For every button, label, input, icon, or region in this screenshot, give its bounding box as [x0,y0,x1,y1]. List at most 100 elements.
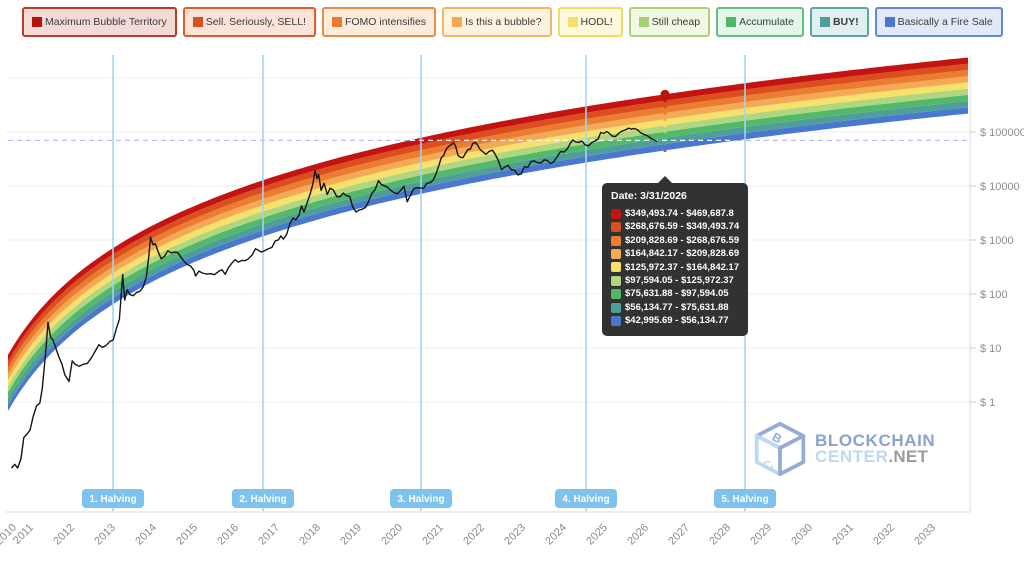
btc-price-line [10,127,658,469]
logo-word-center: CENTER [815,447,889,466]
rainbow-band-7[interactable] [8,63,968,368]
legend-swatch-icon [331,17,342,27]
halving-badge-label: 4. Halving [562,494,609,505]
rainbow-band-1[interactable] [8,101,968,405]
rainbow-band-8[interactable] [8,57,968,362]
logo-word-net: .NET [888,447,929,466]
x-axis-label: 2030 [789,522,815,548]
legend-swatch-icon [192,17,203,27]
legend-swatch-icon [638,17,649,27]
tooltip-row: $209,828.69 - $268,676.59 [611,234,739,247]
hover-band-dot [663,111,667,115]
rainbow-band-5[interactable] [8,76,968,380]
legend-item-fomo-intensifies[interactable]: FOMO intensifies [321,7,437,37]
rainbow-band-2[interactable] [8,94,968,399]
halving-badge-label: 3. Halving [397,494,444,505]
y-axis-label: $ 1 [980,397,995,409]
x-axis-label: 2015 [174,522,200,548]
rainbow-band-4[interactable] [8,82,968,387]
tooltip-row: $349,493.74 - $469,687.8 [611,207,739,220]
tooltip-swatch-icon [611,248,621,259]
tooltip-row: $125,972.37 - $164,842.17 [611,261,739,274]
legend-swatch-icon [32,17,42,27]
x-axis-label: 2023 [502,522,528,548]
x-axis-label: 2032 [871,522,897,548]
hover-band-dot [663,117,667,121]
legend-item-label: Still cheap [651,16,701,28]
tooltip-swatch-icon [611,275,621,286]
tooltip-swatch-icon [611,302,621,313]
hover-band-dot [663,123,667,128]
halving-badge-label: 5. Halving [721,494,768,505]
y-axis-label: $ 10000 [980,181,1020,193]
y-axis-label: $ 10 [980,343,1001,355]
plot-area[interactable] [8,57,968,412]
x-axis-label: 2017 [256,522,282,548]
halving-badge [232,489,294,508]
y-axis-label: $ 1000 [980,235,1014,247]
y-axis-label: $ 100 [980,289,1008,301]
legend-item-label: Accumulate [739,16,794,28]
y-axis-label: $ 100000 [980,127,1024,139]
x-axis-label: 2033 [912,522,938,548]
tooltip-row: $97,594.05 - $125,972.37 [611,274,739,287]
hover-band-dot [663,129,667,134]
legend-item-accumulate[interactable]: Accumulate [716,7,804,37]
rainbow-band-3[interactable] [8,88,968,393]
legend-item-hodl[interactable]: HODL! [557,7,623,37]
x-axis-label: 2026 [625,522,651,548]
legend-item-label: Sell. Seriously, SELL! [205,16,306,28]
legend-swatch-icon [452,17,463,27]
legend-item-basically-a-fire-sale[interactable]: Basically a Fire Sale [874,7,1003,37]
legend-item-label: Maximum Bubble Territory [45,16,167,28]
halving-badge [714,489,776,508]
x-axis-label: 2011 [11,522,36,547]
tooltip-date: Date: 3/31/2026 [611,190,687,202]
tooltip-range-label: $56,134.77 - $75,631.88 [625,301,729,313]
rainbow-band-0[interactable] [8,107,968,412]
hover-band-dot [663,142,667,146]
legend-item-still-cheap[interactable]: Still cheap [628,7,711,37]
x-axis-label: 2027 [666,522,692,548]
legend-item-is-this-a-bubble[interactable]: Is this a bubble? [442,7,552,37]
x-axis-label: 2024 [543,522,569,548]
x-axis-label: 2021 [420,522,446,548]
hover-point-dot[interactable] [660,89,670,99]
halving-badge [82,489,144,508]
legend-item-label: BUY! [832,16,859,28]
x-axis-label: 2029 [748,522,774,548]
hover-band-dot [663,136,667,140]
x-axis-label: 2019 [338,522,364,548]
legend-swatch-icon [884,17,895,27]
legend-item-sell-seriously-sell[interactable]: Sell. Seriously, SELL! [182,7,316,37]
legend-swatch-icon [726,17,737,27]
tooltip-range-label: $268,676.59 - $349,493.74 [625,221,740,233]
blockchaincenter-logo[interactable]: B C BLOCKCHAIN CENTER.NET [752,421,935,477]
tooltip-range-label: $42,995.69 - $56,134.77 [625,315,729,327]
halving-badge-label: 1. Halving [89,494,136,505]
legend-swatch-icon [567,17,578,27]
legend-item-label: HODL! [580,16,613,28]
tooltip-swatch-icon [611,222,621,233]
halving-badge [390,489,452,508]
x-axis-label: 2012 [51,522,77,548]
tooltip-swatch-icon [611,315,621,326]
legend-item-buy[interactable]: BUY! [809,7,869,37]
tooltip-range-label: $75,631.88 - $97,594.05 [625,288,729,300]
x-axis-label: 2031 [830,522,856,548]
x-axis-label: 2014 [133,522,159,548]
x-axis-label: 2016 [215,522,241,548]
tooltip-row: $164,842.17 - $209,828.69 [611,247,739,260]
tooltip-rows: $349,493.74 - $469,687.8 $268,676.59 - $3… [611,207,739,328]
rainbow-band-6[interactable] [8,69,968,374]
x-axis-label: 2018 [297,522,323,548]
legend-item-label: Basically a Fire Sale [897,16,993,28]
legend-item-maximum-bubble-territory[interactable]: Maximum Bubble Territory [22,7,177,37]
tooltip-row: $42,995.69 - $56,134.77 [611,314,739,327]
chart-tooltip: Date: 3/31/2026 $349,493.74 - $469,687.8… [602,176,749,336]
tooltip-range-label: $209,828.69 - $268,676.59 [625,234,740,246]
tooltip-swatch-icon [611,235,621,246]
logo-word-blockchain: BLOCKCHAIN [815,431,936,450]
